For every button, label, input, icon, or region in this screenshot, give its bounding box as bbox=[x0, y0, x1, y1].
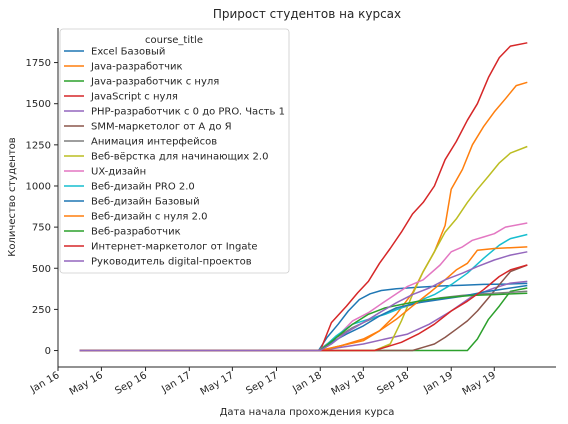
x-tick-label: Sep 17 bbox=[244, 370, 280, 397]
series-line bbox=[79, 280, 528, 352]
legend-item: Руководитель digital-проектов bbox=[64, 257, 252, 268]
legend-label: Веб-дизайн PRO 2.0 bbox=[91, 182, 195, 193]
series-lines bbox=[79, 42, 528, 352]
y-tick-label: 1000 bbox=[26, 181, 51, 192]
legend-label: Excel Базовый bbox=[91, 47, 165, 58]
x-tick-label: Sep 18 bbox=[375, 370, 411, 397]
series-line bbox=[79, 246, 528, 352]
x-tick-label: May 17 bbox=[199, 370, 236, 398]
legend-label: PHP-разработчик с 0 до PRO. Часть 1 bbox=[91, 107, 285, 118]
series-line bbox=[79, 81, 528, 352]
y-axis-ticks: 0 250 500 750 1000 1250 1500 1750 bbox=[26, 58, 58, 357]
y-tick-label: 750 bbox=[32, 223, 51, 234]
legend-item: Java-разработчик с нуля bbox=[64, 77, 219, 88]
x-axis-title: Дата начала прохождения курса bbox=[220, 407, 395, 418]
legend-item: Интернет-маркетолог от Ingate bbox=[64, 242, 258, 253]
legend-item: JavaScript с нуля bbox=[64, 92, 178, 103]
series-line bbox=[79, 264, 528, 352]
legend-label: Веб-разработчик bbox=[91, 227, 181, 238]
legend-label: Веб-вёрстка для начинающих 2.0 bbox=[91, 152, 268, 163]
x-axis-ticks: Jan 16 May 16 Sep 16 Jan 17 May 17 Sep 17 Jan … bbox=[28, 367, 498, 398]
legend-item: Веб-вёрстка для начинающих 2.0 bbox=[64, 152, 268, 163]
series-line bbox=[79, 42, 528, 352]
legend-item: Анимация интерфейсов bbox=[64, 137, 217, 148]
x-tick-label: May 19 bbox=[461, 370, 498, 398]
legend-label: Java-разработчик с нуля bbox=[90, 77, 219, 88]
legend: course_title Excel Базовый Java-разработч… bbox=[59, 28, 290, 274]
legend-label: UX-дизайн bbox=[91, 167, 146, 178]
chart-title: Прирост студентов на курсах bbox=[213, 7, 401, 21]
legend-label: Интернет-маркетолог от Ingate bbox=[91, 242, 258, 253]
x-tick-label: Sep 16 bbox=[113, 370, 149, 397]
legend-label: Java-разработчик bbox=[90, 62, 183, 73]
x-tick-label: May 18 bbox=[330, 370, 367, 398]
x-tick-label: Jan 19 bbox=[421, 370, 454, 396]
series-line bbox=[79, 264, 528, 352]
legend-item: UX-дизайн bbox=[64, 167, 146, 178]
legend-title: course_title bbox=[145, 35, 203, 46]
legend-item: Веб-дизайн PRO 2.0 bbox=[64, 182, 195, 193]
legend-item: PHP-разработчик с 0 до PRO. Часть 1 bbox=[64, 107, 285, 118]
y-tick-label: 250 bbox=[32, 305, 51, 316]
series-line bbox=[79, 145, 528, 352]
legend-label: Веб-дизайн Базовый bbox=[91, 197, 200, 208]
x-tick-label: Jan 18 bbox=[290, 370, 323, 396]
legend-label: JavaScript с нуля bbox=[90, 92, 178, 103]
legend-label: Веб-дизайн с нуля 2.0 bbox=[91, 212, 207, 223]
y-tick-label: 500 bbox=[32, 264, 51, 275]
legend-label: Руководитель digital-проектов bbox=[91, 257, 252, 268]
x-tick-label: Jan 16 bbox=[28, 370, 61, 396]
legend-label: SMM-маркетолог от А до Я bbox=[91, 122, 232, 133]
y-tick-label: 1750 bbox=[26, 58, 51, 69]
legend-item: Веб-разработчик bbox=[64, 227, 181, 238]
series-line bbox=[79, 290, 528, 352]
x-tick-label: May 16 bbox=[68, 370, 105, 398]
x-tick-label: Jan 17 bbox=[159, 370, 192, 396]
y-tick-label: 0 bbox=[45, 346, 51, 357]
y-tick-label: 1500 bbox=[26, 99, 51, 110]
series-line bbox=[79, 251, 528, 352]
legend-item: Java-разработчик bbox=[64, 62, 183, 73]
legend-item: Excel Базовый bbox=[64, 47, 165, 58]
y-axis-title: Количество студентов bbox=[7, 137, 18, 256]
legend-item: SMM-маркетолог от А до Я bbox=[64, 122, 232, 133]
series-line bbox=[79, 282, 528, 352]
legend-label: Анимация интерфейсов bbox=[91, 137, 217, 148]
y-tick-label: 1250 bbox=[26, 140, 51, 151]
legend-item: Веб-дизайн с нуля 2.0 bbox=[64, 212, 207, 223]
legend-entries: Excel Базовый Java-разработчик Java-разраб… bbox=[64, 47, 285, 268]
series-line bbox=[79, 287, 528, 352]
legend-item: Веб-дизайн Базовый bbox=[64, 197, 200, 208]
series-line bbox=[79, 292, 528, 352]
legend-frame bbox=[59, 28, 290, 274]
